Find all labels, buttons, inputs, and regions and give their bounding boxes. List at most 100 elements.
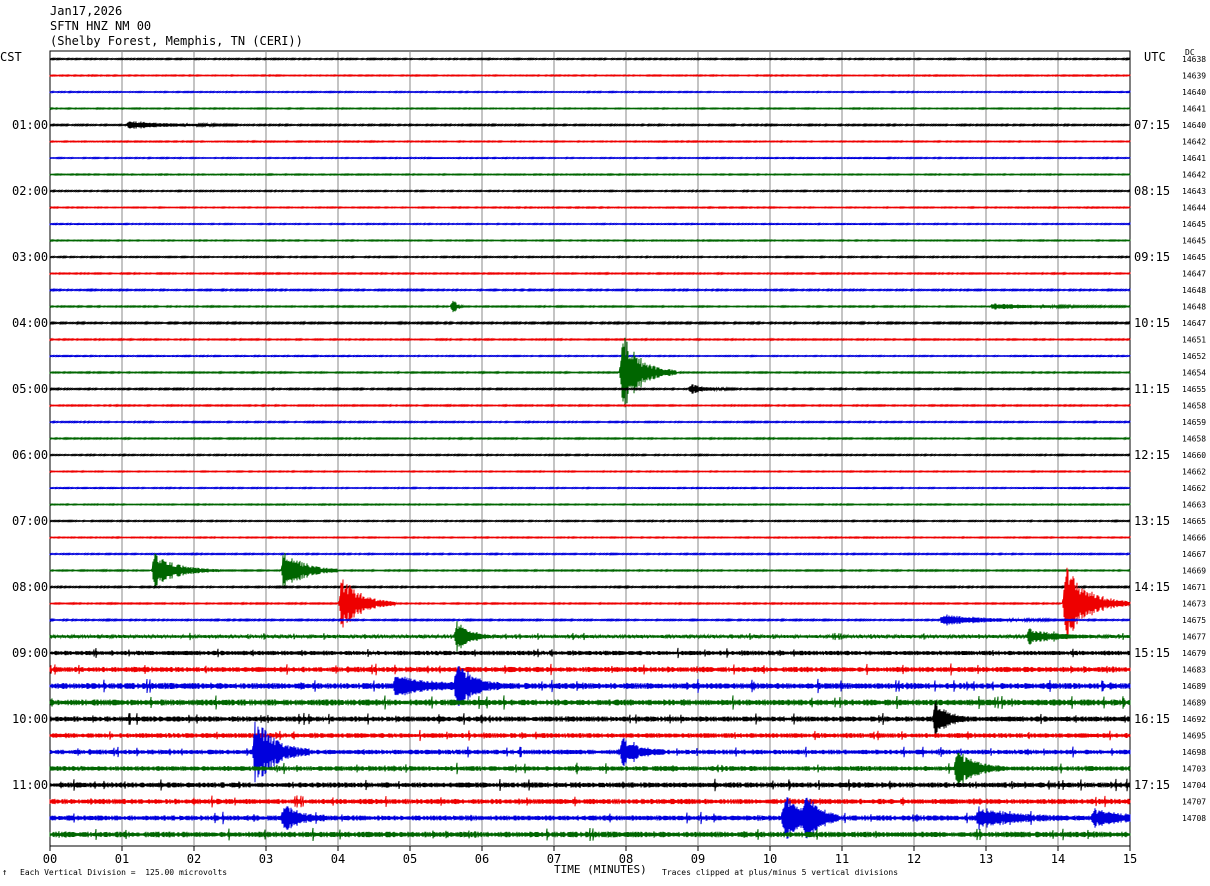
trace-8 xyxy=(49,189,1131,193)
trace-44 xyxy=(49,778,1131,792)
dc-value: 14641 xyxy=(1182,154,1206,163)
dc-value: 14675 xyxy=(1182,616,1206,625)
trace-30 xyxy=(49,552,1131,556)
dc-value: 14662 xyxy=(1182,484,1206,493)
right-time-label: 11:15 xyxy=(1134,382,1170,396)
left-time-label: 08:00 xyxy=(12,580,48,594)
x-tick-label: 00 xyxy=(43,852,57,866)
dc-value: 14648 xyxy=(1182,303,1206,312)
dc-value: 14645 xyxy=(1182,253,1206,262)
left-time-label: 10:00 xyxy=(12,712,48,726)
record-date: Jan17,2026 xyxy=(50,4,123,18)
x-tick-label: 15 xyxy=(1123,852,1137,866)
right-time-label: 15:15 xyxy=(1134,646,1170,660)
trace-16 xyxy=(49,320,1131,326)
dc-value: 14669 xyxy=(1182,567,1206,576)
trace-36 xyxy=(49,647,1131,659)
right-timezone-label: UTC xyxy=(1144,50,1166,64)
plot-frame xyxy=(49,50,1131,847)
dc-value: 14642 xyxy=(1182,138,1206,147)
dc-value: 14654 xyxy=(1182,369,1206,378)
left-time-label: 06:00 xyxy=(12,448,48,462)
trace-33 xyxy=(49,567,1131,640)
trace-32 xyxy=(49,584,1131,590)
trace-2 xyxy=(49,90,1131,94)
trace-24 xyxy=(49,453,1131,457)
dc-value: 14695 xyxy=(1182,732,1206,741)
trace-14 xyxy=(49,287,1131,293)
dc-value: 14651 xyxy=(1182,336,1206,345)
trace-0 xyxy=(49,57,1131,61)
dc-value: 14648 xyxy=(1182,286,1206,295)
right-time-label: 16:15 xyxy=(1134,712,1170,726)
dc-value: 14689 xyxy=(1182,699,1206,708)
trace-22 xyxy=(49,420,1131,424)
dc-value: 14704 xyxy=(1182,781,1206,790)
axis-labels: 00 01 02 03 04 05 06 07 08 09 10 11 12 13 14 15 14638 146… xyxy=(12,55,1206,866)
trace-3 xyxy=(49,106,1131,111)
trace-43 xyxy=(49,752,1131,785)
x-tick-label: 13 xyxy=(979,852,993,866)
dc-value: 14655 xyxy=(1182,385,1206,394)
trace-41 xyxy=(49,729,1131,742)
dc-value: 14673 xyxy=(1182,600,1206,609)
right-time-label: 13:15 xyxy=(1134,514,1170,528)
left-time-label: 04:00 xyxy=(12,316,48,330)
dc-value: 14677 xyxy=(1182,633,1206,642)
dc-value: 14638 xyxy=(1182,55,1206,64)
trace-38 xyxy=(49,665,1131,707)
dc-value: 14683 xyxy=(1182,666,1206,675)
dc-value: 14662 xyxy=(1182,468,1206,477)
dc-value: 14658 xyxy=(1182,402,1206,411)
dc-value: 14640 xyxy=(1182,121,1206,130)
trace-46 xyxy=(49,797,1131,839)
x-tick-label: 05 xyxy=(403,852,417,866)
trace-6 xyxy=(49,156,1131,160)
trace-39 xyxy=(49,695,1131,710)
trace-23 xyxy=(49,436,1131,441)
x-tick-label: 10 xyxy=(763,852,777,866)
dc-value: 14644 xyxy=(1182,204,1206,213)
x-tick-label: 14 xyxy=(1051,852,1065,866)
dc-value: 14647 xyxy=(1182,270,1206,279)
trace-7 xyxy=(49,172,1131,177)
x-tick-label: 04 xyxy=(331,852,345,866)
right-time-label: 08:15 xyxy=(1134,184,1170,198)
trace-31 xyxy=(49,552,1131,589)
dc-value: 14652 xyxy=(1182,352,1206,361)
trace-13 xyxy=(49,271,1131,276)
dc-value: 14643 xyxy=(1182,187,1206,196)
trace-19 xyxy=(49,337,1131,408)
dc-value: 14703 xyxy=(1182,765,1206,774)
dc-value: 14671 xyxy=(1182,583,1206,592)
dc-value: 14663 xyxy=(1182,501,1206,510)
x-tick-label: 03 xyxy=(259,852,273,866)
dc-value: 14640 xyxy=(1182,88,1206,97)
clip-note: Traces clipped at plus/minus 5 vertical … xyxy=(662,868,899,877)
dc-value: 14645 xyxy=(1182,220,1206,229)
x-tick-label: 11 xyxy=(835,852,849,866)
dc-value: 14658 xyxy=(1182,435,1206,444)
right-time-label: 07:15 xyxy=(1134,118,1170,132)
dc-value: 14692 xyxy=(1182,715,1206,724)
x-tick-label: 01 xyxy=(115,852,129,866)
trace-42 xyxy=(49,721,1131,783)
x-tick-label: 07 xyxy=(547,852,561,866)
dc-value: 14666 xyxy=(1182,534,1206,543)
dc-value: 14639 xyxy=(1182,72,1206,81)
trace-1 xyxy=(49,73,1131,78)
trace-5 xyxy=(49,139,1131,144)
right-time-label: 14:15 xyxy=(1134,580,1170,594)
right-time-label: 17:15 xyxy=(1134,778,1170,792)
dc-value: 14667 xyxy=(1182,550,1206,559)
left-time-label: 07:00 xyxy=(12,514,48,528)
trace-45 xyxy=(49,795,1131,808)
trace-15 xyxy=(49,300,1131,313)
trace-40 xyxy=(49,700,1131,738)
x-axis-title: TIME (MINUTES) xyxy=(554,863,647,876)
dc-value: 14645 xyxy=(1182,237,1206,246)
trace-28 xyxy=(49,519,1131,523)
trace-25 xyxy=(49,469,1131,474)
dc-value: 14641 xyxy=(1182,105,1206,114)
trace-47 xyxy=(49,827,1131,842)
